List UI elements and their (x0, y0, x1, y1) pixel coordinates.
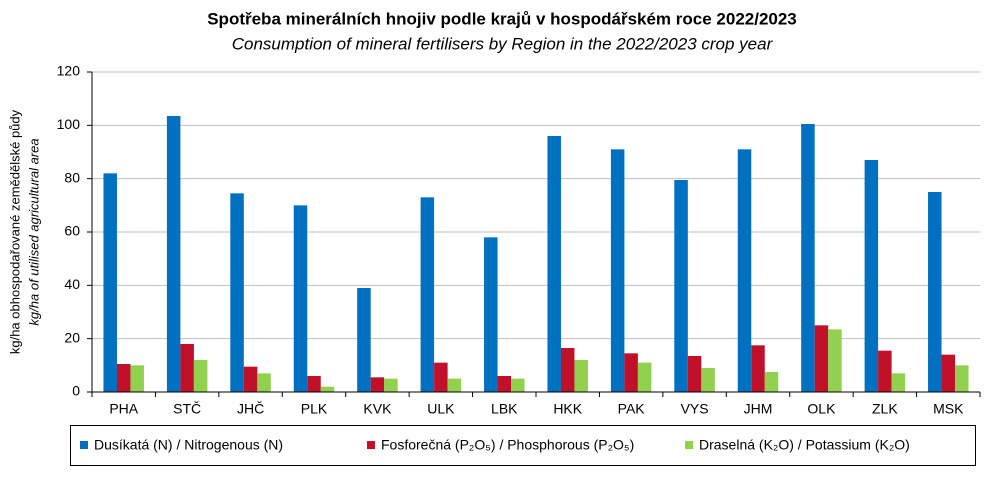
x-tick-label: KVK (363, 401, 392, 417)
bar (624, 353, 638, 392)
legend-swatch (367, 441, 375, 449)
bar (801, 124, 815, 392)
bar (674, 180, 688, 392)
bar (484, 237, 498, 392)
bar (687, 356, 702, 392)
legend-label: Draselná (K₂O) / Potassium (K₂O) (699, 437, 910, 453)
bar (610, 149, 625, 392)
bar (864, 160, 879, 392)
bar (293, 205, 308, 392)
bar (941, 354, 956, 392)
bar (637, 362, 652, 392)
bar (928, 192, 942, 392)
bar (180, 344, 194, 392)
x-tick-label: PHA (109, 401, 138, 417)
x-tick-label: OLK (807, 401, 836, 417)
x-tick-label: ULK (427, 401, 455, 417)
x-tick-label: JHM (744, 401, 773, 417)
bar (116, 364, 131, 392)
y-tick-label: 0 (72, 383, 80, 399)
bar (737, 149, 752, 392)
bar (420, 197, 435, 392)
bar (814, 325, 829, 392)
y-tick-label: 20 (64, 329, 80, 345)
x-tick-label: VYS (681, 401, 709, 417)
y-tick-label: 80 (64, 169, 80, 185)
legend-label: Dusíkatá (N) / Nitrogenous (N) (94, 437, 283, 453)
bar (447, 378, 462, 392)
x-tick-label: ZLK (872, 401, 898, 417)
bar (257, 373, 271, 392)
legend-swatch (685, 441, 693, 449)
bar (357, 288, 371, 392)
legend-label: Fosforečná (P₂O₅) / Phosphorous (P₂O₅) (381, 437, 634, 453)
bar (701, 368, 715, 392)
bar (434, 362, 448, 392)
bar (764, 372, 779, 392)
bar (497, 376, 512, 392)
bar (370, 377, 385, 392)
bar (511, 378, 525, 392)
bar (384, 378, 398, 392)
y-tick-label: 40 (64, 276, 80, 292)
y-axis-label-en: kg/ha of utilised agricultural area (26, 138, 41, 325)
bar (307, 376, 321, 392)
y-tick-label: 120 (57, 63, 81, 79)
x-tick-label: STČ (173, 401, 201, 417)
bar (166, 116, 181, 392)
x-tick-label: PAK (618, 401, 646, 417)
bar (130, 365, 144, 392)
bar (320, 386, 335, 392)
x-tick-label: PLK (301, 401, 328, 417)
legend-box (70, 425, 976, 466)
bar (230, 193, 244, 392)
y-axis-label: kg/ha obhospodařované zemědělské půdy (7, 109, 22, 354)
bar (574, 360, 588, 392)
bar (193, 360, 208, 392)
bar (243, 366, 258, 392)
x-tick-label: JHČ (237, 401, 264, 417)
y-tick-label: 100 (57, 116, 81, 132)
x-tick-label: LBK (491, 401, 518, 417)
bar (103, 173, 117, 392)
x-tick-label: MSK (933, 401, 964, 417)
legend-swatch (80, 441, 88, 449)
bar (547, 136, 561, 392)
bar (828, 329, 842, 392)
chart-subtitle: Consumption of mineral fertilisers by Re… (232, 34, 774, 53)
x-tick-label: HKK (553, 401, 582, 417)
y-tick-label: 60 (64, 223, 80, 239)
bar (878, 350, 892, 392)
bar (560, 348, 575, 392)
chart-title: Spotřeba minerálních hnojiv podle krajů … (207, 9, 797, 28)
bar (891, 373, 906, 392)
bar (955, 365, 969, 392)
bar (751, 345, 765, 392)
